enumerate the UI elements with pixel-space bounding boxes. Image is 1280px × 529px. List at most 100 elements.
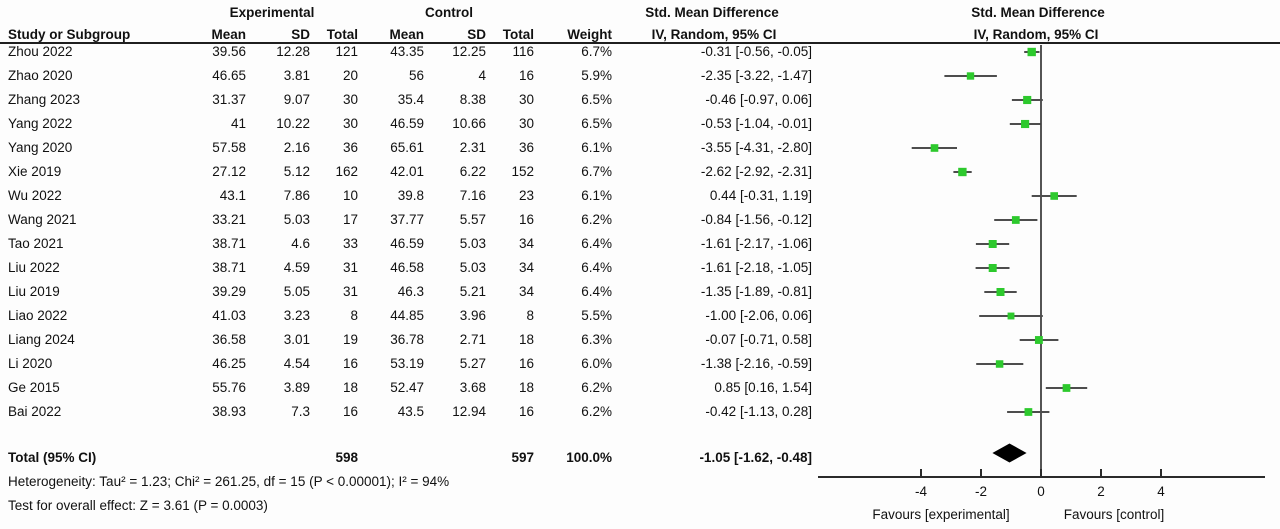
ctrl-mean-cell: 46.59 [390, 236, 424, 251]
study-label: Liu 2022 [8, 260, 60, 275]
weight-cell: 6.4% [581, 260, 612, 275]
effect-marker [996, 288, 1005, 296]
study-label: Ge 2015 [8, 380, 60, 395]
ctrl-mean-cell: 37.77 [390, 212, 424, 227]
weight-cell: 6.2% [581, 404, 612, 419]
ctrl-sd-cell: 6.22 [459, 164, 486, 179]
ctrl-sd-cell: 10.66 [452, 116, 486, 131]
study-label: Zhao 2020 [8, 68, 73, 83]
ctrl-sd-cell: 3.68 [459, 380, 486, 395]
ctrl-sd-cell: 4 [478, 68, 486, 83]
ctrl-total-cell: 16 [518, 404, 534, 419]
smd-ci-cell: -0.42 [-1.13, 0.28] [705, 404, 812, 419]
study-label: Zhou 2022 [8, 44, 73, 59]
study-label: Bai 2022 [8, 404, 62, 419]
exp-mean-cell: 36.58 [212, 332, 246, 347]
exp-sd-cell: 7.86 [283, 188, 310, 203]
weight-cell: 6.2% [581, 212, 612, 227]
exp-total-cell: 18 [342, 380, 358, 395]
study-label: Yang 2020 [8, 140, 73, 155]
weight-cell: 6.1% [581, 188, 612, 203]
ctrl-sd-cell: 5.57 [459, 212, 486, 227]
smd-ci-cell: -1.00 [-2.06, 0.06] [705, 308, 812, 323]
header-divider [0, 42, 1280, 44]
col-header-exp-mean: Mean [211, 27, 246, 42]
exp-total-cell: 16 [342, 356, 358, 371]
axis-tick-label: 4 [1157, 484, 1165, 499]
total-label: Total (95% CI) [8, 450, 97, 465]
total-smd-ci: -1.05 [-1.62, -0.48] [699, 450, 812, 465]
exp-sd-cell: 3.23 [283, 308, 310, 323]
ctrl-mean-cell: 53.19 [390, 356, 424, 371]
exp-sd-cell: 12.28 [276, 44, 310, 59]
ctrl-mean-cell: 56 [408, 68, 424, 83]
exp-mean-cell: 46.65 [212, 68, 246, 83]
ctrl-mean-cell: 39.8 [397, 188, 424, 203]
exp-total-cell: 19 [342, 332, 358, 347]
ctrl-total-cell: 36 [518, 140, 534, 155]
col-header-weight: Weight [567, 27, 612, 42]
smd-ci-cell: -1.38 [-2.16, -0.59] [700, 356, 812, 371]
ctrl-mean-cell: 52.47 [390, 380, 424, 395]
ctrl-total-cell: 34 [518, 236, 534, 251]
col-header-exp-total: Total [326, 27, 358, 42]
effect-marker [1024, 408, 1033, 416]
ctrl-total-cell: 116 [512, 44, 534, 59]
col-header-study: Study or Subgroup [8, 27, 131, 42]
study-label: Zhang 2023 [8, 92, 81, 107]
exp-total-cell: 121 [335, 44, 358, 59]
ctrl-sd-cell: 7.16 [459, 188, 486, 203]
weight-cell: 6.0% [581, 356, 612, 371]
smd-ci-cell: 0.44 [-0.31, 1.19] [709, 188, 812, 203]
effect-marker [1021, 119, 1030, 129]
study-label: Liu 2019 [8, 284, 60, 299]
axis-tick-label: -2 [975, 484, 987, 499]
exp-mean-cell: 41.03 [212, 308, 246, 323]
ctrl-sd-cell: 5.03 [459, 236, 486, 251]
exp-sd-cell: 4.6 [291, 236, 310, 251]
exp-total-cell: 20 [342, 68, 358, 83]
effect-marker [1034, 336, 1043, 344]
exp-mean-cell: 38.93 [212, 404, 246, 419]
exp-total-cell: 10 [342, 188, 358, 203]
weight-cell: 6.2% [581, 380, 612, 395]
ctrl-total-cell: 34 [518, 284, 534, 299]
ctrl-mean-cell: 43.35 [390, 44, 424, 59]
smd-ci-cell: -1.61 [-2.17, -1.06] [700, 236, 812, 251]
smd-ci-cell: -0.46 [-0.97, 0.06] [705, 92, 812, 107]
weight-cell: 6.5% [581, 116, 612, 131]
ctrl-mean-cell: 36.78 [390, 332, 424, 347]
ctrl-mean-cell: 65.61 [390, 140, 424, 155]
col-header-exp-sd: SD [291, 27, 310, 42]
col-header-ci-method-text: IV, Random, 95% CI [651, 27, 777, 42]
group-header-smd-plot: Std. Mean Difference [971, 5, 1105, 20]
exp-sd-cell: 3.89 [283, 380, 310, 395]
study-label: Liang 2024 [8, 332, 75, 347]
effect-marker [1027, 47, 1036, 57]
total-ctrl-n: 597 [511, 450, 534, 465]
exp-total-cell: 30 [342, 92, 358, 107]
ctrl-total-cell: 152 [511, 164, 534, 179]
exp-sd-cell: 10.22 [276, 116, 310, 131]
exp-mean-cell: 43.1 [219, 188, 246, 203]
weight-cell: 6.7% [581, 44, 612, 59]
exp-sd-cell: 5.05 [283, 284, 310, 299]
col-header-ci-method-plot: IV, Random, 95% CI [973, 27, 1099, 42]
exp-total-cell: 31 [342, 260, 358, 275]
exp-mean-cell: 41 [230, 116, 246, 131]
exp-sd-cell: 4.59 [283, 260, 310, 275]
study-label: Yang 2022 [8, 116, 73, 131]
ctrl-mean-cell: 46.3 [397, 284, 424, 299]
axis-ticks: -4 -2 0 2 4 [915, 469, 1165, 499]
plot-marks [911, 47, 1088, 463]
exp-mean-cell: 39.56 [212, 44, 246, 59]
exp-sd-cell: 2.16 [283, 140, 310, 155]
ctrl-mean-cell: 46.58 [390, 260, 424, 275]
study-label: Xie 2019 [8, 164, 62, 179]
group-header-experimental: Experimental [229, 5, 315, 20]
ctrl-sd-cell: 2.71 [459, 332, 486, 347]
group-header-smd-text: Std. Mean Difference [645, 5, 779, 20]
effect-marker [1050, 192, 1059, 200]
exp-total-cell: 16 [342, 404, 358, 419]
